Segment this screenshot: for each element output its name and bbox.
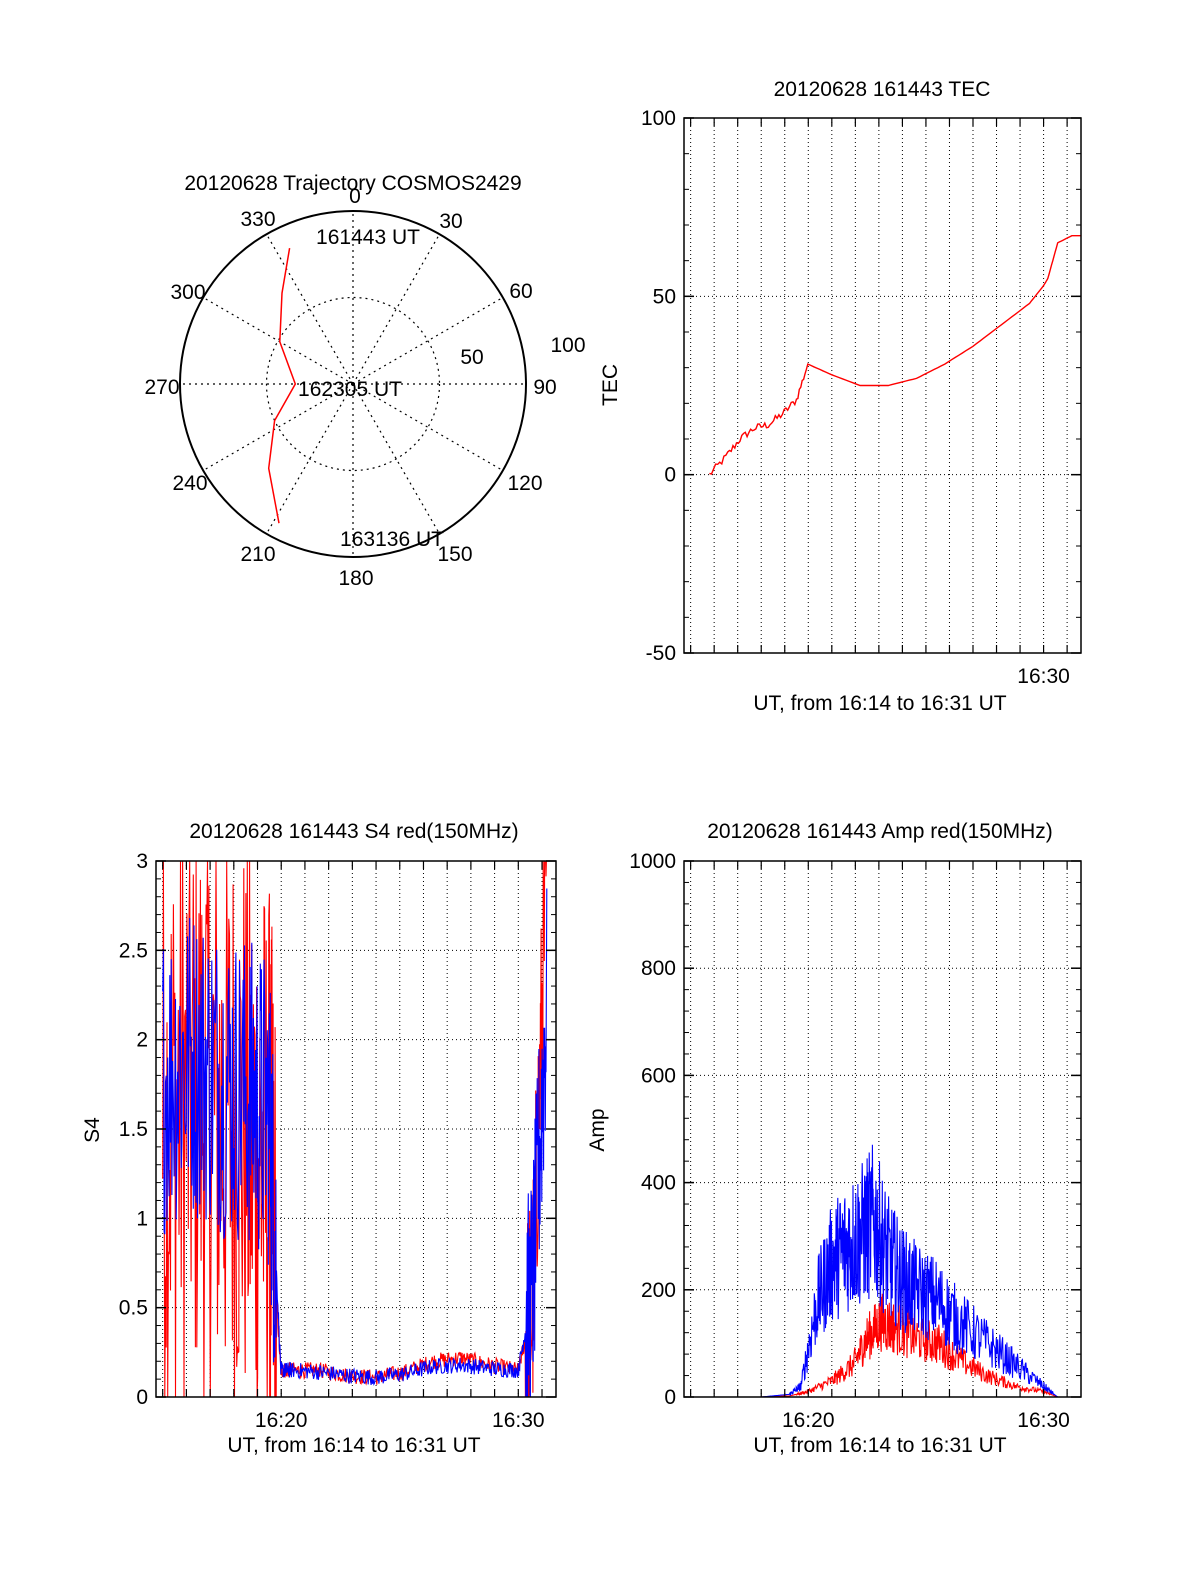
s4-title: 20120628 161443 S4 red(150MHz): [189, 820, 518, 843]
amp-plot-area: 0 200 400 600 800 1000 16:20 16:30: [629, 850, 1082, 1432]
trajectory-polar-panel: 20120628 Trajectory COSMOS2429 0 30 60 90 12…: [144, 172, 585, 590]
series-line-blue: [162, 888, 548, 1398]
polar-angle-label: 210: [240, 543, 275, 566]
polar-trajectory-line: [267, 247, 297, 524]
tec-xlabel: UT, from 16:14 to 16:31 UT: [753, 692, 1006, 715]
polar-spoke: [352, 383, 504, 472]
polar-angle-label: 120: [507, 472, 542, 495]
polar-spoke: [265, 383, 354, 535]
polar-title: 20120628 Trajectory COSMOS2429: [184, 172, 521, 195]
y-tick-label: 0.5: [119, 1297, 148, 1320]
y-tick-label: 800: [641, 957, 676, 980]
polar-angle-label: 240: [172, 472, 207, 495]
polar-point-label: 162305 UT: [298, 378, 402, 401]
polar-spoke: [352, 233, 441, 385]
polar-spoke: [352, 383, 441, 535]
polar-spoke: [352, 296, 504, 385]
polar-series: [267, 247, 297, 524]
polar-labels: 0 30 60 90 120 150 180 210 240 270 300 330 50 100 1614…: [144, 185, 585, 590]
polar-radial-label: 50: [460, 346, 483, 369]
tec-panel: 20120628 161443 TEC UT, from 16:14 to 16…: [599, 78, 1082, 715]
polar-point-label: 163136 UT: [340, 528, 444, 551]
polar-angle-label: 330: [240, 208, 275, 231]
polar-outer-ring: [179, 210, 527, 558]
axis-frame: [683, 860, 1082, 1398]
amp-ylabel: Amp: [586, 1108, 609, 1151]
x-tick-label: 16:30: [1017, 665, 1070, 688]
y-tick-label: 0: [136, 1386, 148, 1409]
y-tick-label: 50: [653, 285, 676, 308]
axis-frame: [683, 117, 1082, 654]
x-tick-label: 16:30: [1017, 1409, 1070, 1432]
polar-angle-label: 0: [349, 185, 361, 208]
amp-title: 20120628 161443 Amp red(150MHz): [707, 820, 1053, 843]
polar-radial-label: 100: [550, 334, 585, 357]
y-tick-label: 600: [641, 1064, 676, 1087]
polar-angle-label: 180: [338, 567, 373, 590]
x-tick-label: 16:30: [492, 1409, 545, 1432]
s4-panel: 20120628 161443 S4 red(150MHz) UT, from …: [81, 820, 557, 1457]
y-tick-label: 2: [136, 1029, 148, 1052]
x-tick-label: 16:20: [255, 1409, 308, 1432]
y-tick-label: 400: [641, 1172, 676, 1195]
polar-grid: [179, 210, 527, 558]
y-tick-label: 1: [136, 1207, 148, 1230]
s4-xlabel: UT, from 16:14 to 16:31 UT: [227, 1434, 480, 1457]
amp-panel: 20120628 161443 Amp red(150MHz) UT, from…: [586, 820, 1082, 1457]
series-line-red: [162, 860, 547, 1398]
y-tick-label: 0: [664, 1386, 676, 1409]
tec-ylabel: TEC: [599, 364, 622, 406]
y-tick-label: -50: [646, 642, 676, 665]
polar-angle-label: 90: [533, 376, 556, 399]
polar-mid-ring: [265, 296, 441, 472]
s4-plot-area: 0 0.5 1 1.5 2 2.5 3 16:20 16:30: [119, 850, 557, 1432]
polar-angle-label: 60: [509, 280, 532, 303]
tec-title: 20120628 161443 TEC: [774, 78, 991, 101]
y-tick-label: 1.5: [119, 1118, 148, 1141]
amp-xlabel: UT, from 16:14 to 16:31 UT: [753, 1434, 1006, 1457]
polar-angle-label: 270: [144, 376, 179, 399]
series-line-red: [709, 1293, 1058, 1398]
series-line-blue: [709, 1144, 1059, 1398]
polar-spoke: [202, 296, 354, 385]
tec-plot-area: -50 0 50 100 16:30: [641, 107, 1082, 688]
y-tick-label: 200: [641, 1279, 676, 1302]
series-line-red: [709, 235, 1081, 475]
polar-spoke: [265, 233, 354, 385]
y-tick-label: 2.5: [119, 939, 148, 962]
y-tick-label: 1000: [629, 850, 676, 873]
y-tick-label: 0: [664, 464, 676, 487]
polar-angle-label: 30: [439, 210, 462, 233]
y-tick-label: 100: [641, 107, 676, 130]
polar-angle-label: 150: [437, 543, 472, 566]
polar-angle-label: 300: [170, 281, 205, 304]
y-tick-label: 3: [136, 850, 148, 873]
s4-ylabel: S4: [81, 1117, 104, 1143]
polar-point-label: 161443 UT: [316, 226, 420, 249]
x-tick-label: 16:20: [782, 1409, 835, 1432]
polar-spoke: [202, 383, 354, 472]
